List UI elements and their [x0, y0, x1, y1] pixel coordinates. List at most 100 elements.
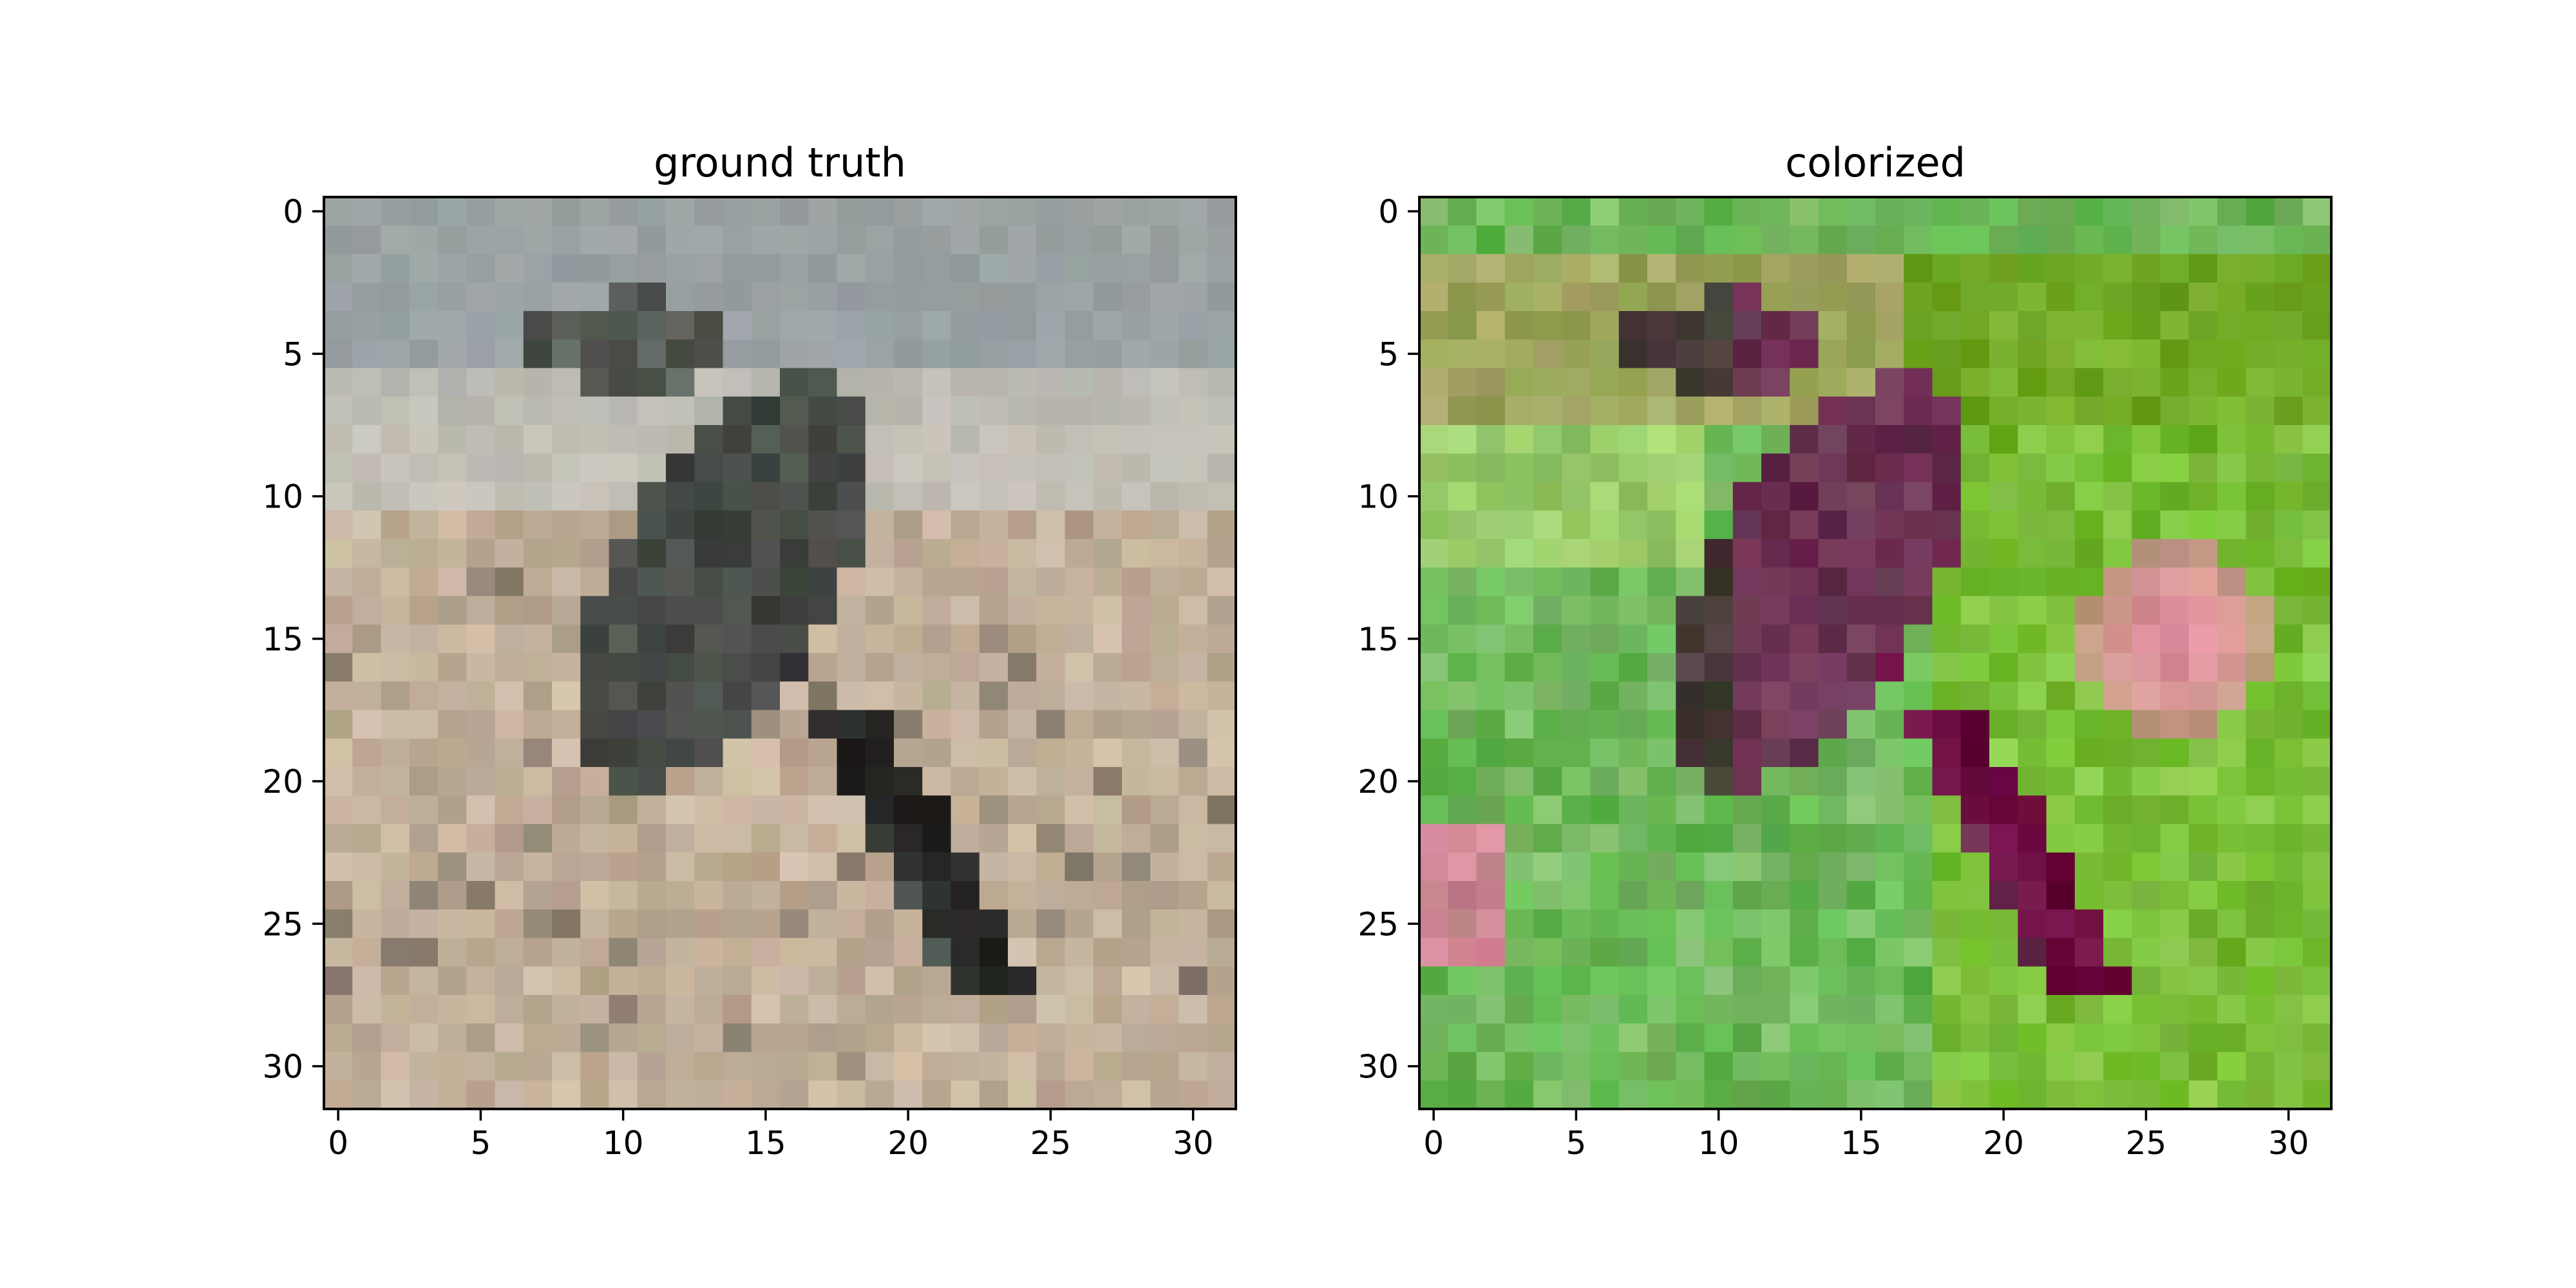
image-pixel: [1875, 339, 1904, 369]
image-pixel: [1989, 567, 2018, 597]
image-pixel: [2217, 425, 2246, 454]
image-pixel: [1875, 938, 1904, 967]
image-pixel: [1122, 824, 1151, 853]
image-pixel: [922, 396, 952, 426]
image-pixel: [2160, 197, 2190, 226]
image-pixel: [2074, 995, 2104, 1024]
image-pixel: [1761, 482, 1790, 511]
image-pixel: [381, 311, 410, 340]
image-pixel: [1036, 1080, 1066, 1110]
image-pixel: [1093, 881, 1122, 910]
image-pixel: [1008, 254, 1037, 283]
image-pixel: [1932, 938, 1962, 967]
image-pixel: [780, 710, 809, 739]
image-pixel: [637, 596, 667, 625]
image-pixel: [1150, 596, 1180, 625]
image-pixel: [1419, 453, 1448, 483]
image-pixel: [1150, 624, 1180, 654]
image-pixel: [1960, 767, 1990, 796]
image-pixel: [1818, 795, 1848, 825]
image-pixel: [1008, 539, 1037, 568]
image-pixel: [1732, 653, 1762, 682]
image-pixel: [751, 197, 781, 226]
image-pixel: [1790, 539, 1819, 568]
image-pixel: [1875, 254, 1904, 283]
image-pixel: [666, 425, 695, 454]
image-pixel: [1122, 995, 1151, 1024]
image-pixel: [2046, 539, 2076, 568]
image-pixel: [694, 681, 724, 711]
image-pixel: [466, 881, 496, 910]
image-pixel: [1179, 339, 1208, 369]
image-pixel: [1818, 824, 1848, 853]
image-pixel: [979, 995, 1009, 1024]
image-pixel: [2132, 510, 2161, 540]
image-pixel: [1562, 567, 1591, 597]
image-pixel: [1093, 738, 1122, 768]
image-pixel: [894, 767, 923, 796]
image-pixel: [324, 824, 353, 853]
image-pixel: [1065, 311, 1094, 340]
image-pixel: [495, 339, 524, 369]
image-pixel: [1590, 197, 1620, 226]
image-pixel: [1618, 938, 1648, 967]
image-pixel: [2046, 852, 2076, 882]
image-pixel: [723, 282, 752, 312]
image-pixel: [1904, 995, 1933, 1024]
image-pixel: [381, 1052, 410, 1081]
image-pixel: [1533, 1052, 1562, 1081]
image-pixel: [2018, 197, 2047, 226]
image-pixel: [2132, 197, 2161, 226]
image-pixel: [1065, 368, 1094, 397]
image-pixel: [580, 881, 610, 910]
image-pixel: [552, 852, 581, 882]
image-pixel: [2132, 596, 2161, 625]
image-pixel: [2160, 254, 2190, 283]
image-pixel: [1562, 938, 1591, 967]
image-pixel: [2018, 966, 2047, 996]
image-pixel: [1207, 881, 1236, 910]
image-pixel: [837, 539, 866, 568]
x-tick-label: 0: [328, 1124, 348, 1162]
image-pixel: [1732, 795, 1762, 825]
image-pixel: [1150, 824, 1180, 853]
image-pixel: [808, 938, 838, 967]
image-pixel: [1704, 282, 1734, 312]
image-pixel: [1093, 852, 1122, 882]
image-pixel: [837, 197, 866, 226]
image-pixel: [2074, 938, 2104, 967]
image-pixel: [694, 311, 724, 340]
image-pixel: [1989, 852, 2018, 882]
image-pixel: [865, 254, 895, 283]
image-pixel: [2188, 824, 2218, 853]
image-pixel: [1732, 1023, 1762, 1053]
image-pixel: [1904, 738, 1933, 768]
image-pixel: [2074, 396, 2104, 426]
image-pixel: [1179, 482, 1208, 511]
image-pixel: [1207, 653, 1236, 682]
image-pixel: [1036, 197, 1066, 226]
image-pixel: [2103, 596, 2132, 625]
image-pixel: [409, 453, 439, 483]
image-pixel: [1875, 824, 1904, 853]
image-pixel: [1761, 738, 1790, 768]
image-pixel: [552, 1080, 581, 1110]
image-pixel: [894, 624, 923, 654]
image-pixel: [1960, 1023, 1990, 1053]
image-pixel: [1122, 881, 1151, 910]
image-pixel: [780, 282, 809, 312]
image-pixel: [1093, 909, 1122, 939]
image-pixel: [1122, 396, 1151, 426]
image-pixel: [1533, 1023, 1562, 1053]
image-pixel: [466, 653, 496, 682]
image-pixel: [1065, 396, 1094, 426]
image-pixel: [1846, 197, 1876, 226]
image-pixel: [1676, 596, 1705, 625]
image-pixel: [951, 624, 980, 654]
image-pixel: [723, 1023, 752, 1053]
image-pixel: [2160, 396, 2190, 426]
image-pixel: [324, 539, 353, 568]
image-pixel: [609, 738, 638, 768]
image-pixel: [1476, 909, 1506, 939]
